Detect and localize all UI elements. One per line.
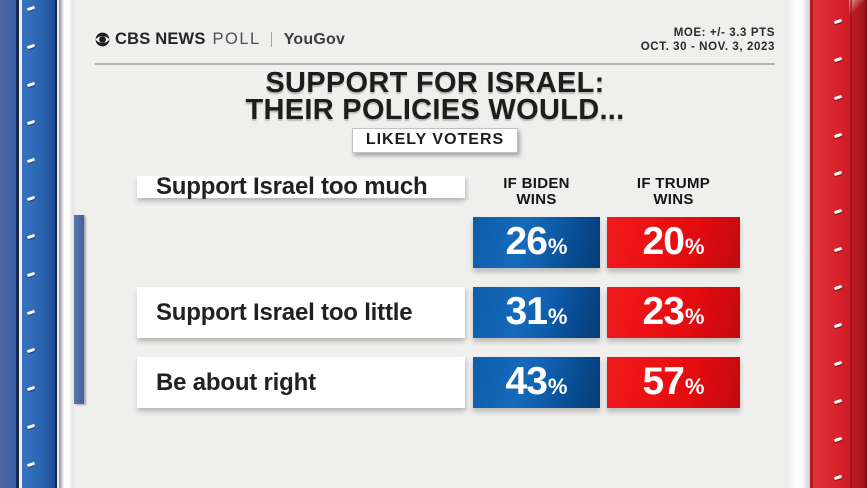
left-pillar (22, 0, 57, 488)
biden-value-cell: 43% (473, 357, 600, 408)
stitch-mark (26, 157, 36, 164)
stitch-mark (26, 43, 36, 50)
stitch-mark (833, 436, 843, 443)
stitch-mark (833, 94, 843, 101)
value-number: 57 (642, 360, 685, 403)
row-label: Support Israel too much (137, 173, 465, 200)
percent-sign: % (547, 234, 568, 259)
brand-cbs-news: CBS NEWS (115, 30, 206, 48)
stitch-mark (833, 398, 843, 405)
value-number: 31 (505, 290, 548, 333)
row-label: Be about right (137, 357, 465, 408)
stitch-mark (26, 81, 36, 88)
left-page-edge (59, 0, 74, 488)
trump-header-line2: WINS (653, 191, 694, 208)
value-number: 26 (505, 220, 548, 263)
biden-header-line1: IF BIDEN (503, 175, 570, 192)
date-line: OCT. 30 - NOV. 3, 2023 (640, 41, 775, 53)
stitch-mark (26, 461, 36, 468)
stitch-mark (833, 18, 843, 25)
brand-poll: POLL (212, 30, 261, 48)
trump-value-cell: 20% (607, 217, 740, 268)
stitch-mark (26, 233, 36, 240)
value-number: 43 (505, 360, 548, 403)
percent-sign: % (684, 304, 705, 329)
percent-sign: % (684, 374, 705, 399)
stitch-mark (26, 385, 36, 392)
badge-wrap: LIKELY VOTERS (95, 128, 775, 153)
stitch-mark (833, 322, 843, 329)
trump-header-line1: IF TRUMP (636, 175, 711, 192)
page-content: CBS NEWS POLL YouGov MOE: +/- 3.3 PTS OC… (95, 0, 775, 488)
stitch-mark (26, 195, 36, 202)
left-pillar-outer (0, 0, 19, 488)
title-line1: SUPPORT FOR ISRAEL: (265, 67, 605, 99)
biden-header-line2: WINS (516, 191, 557, 208)
stitch-mark (26, 347, 36, 354)
right-page-edge (785, 0, 810, 488)
trump-value-cell: 23% (607, 287, 740, 338)
stitch-mark (833, 284, 843, 291)
title-line2: THEIR POLICIES WOULD... (245, 94, 625, 126)
value-number: 20 (642, 220, 685, 263)
stitch-mark (26, 5, 36, 12)
brand-yougov: YouGov (283, 30, 346, 48)
right-pillar (810, 0, 867, 488)
percent-sign: % (547, 304, 568, 329)
column-header-trump: IF TRUMP WINS (607, 176, 740, 208)
row-label: Support Israel too little (137, 287, 465, 338)
percent-sign: % (684, 234, 705, 259)
stitch-mark (26, 271, 36, 278)
stitch-mark (833, 360, 843, 367)
stitch-mark (833, 474, 843, 481)
right-pillar-seam (850, 0, 852, 488)
moe-block: MOE: +/- 3.3 PTS OCT. 30 - NOV. 3, 2023 (641, 26, 775, 54)
brand-lockup: CBS NEWS POLL YouGov (95, 30, 345, 49)
percent-sign: % (547, 374, 568, 399)
corner-glint (849, 0, 865, 16)
stitch-mark (833, 246, 843, 253)
moe-line: MOE: +/- 3.3 PTS (673, 27, 775, 39)
stitch-mark (833, 208, 843, 215)
column-header-biden: IF BIDEN WINS (473, 176, 600, 208)
cbs-eye-icon (95, 32, 110, 47)
left-blue-accent-bar (74, 215, 84, 404)
header-rule (95, 63, 775, 65)
stitch-mark (833, 56, 843, 63)
value-number: 23 (642, 290, 685, 333)
masthead: CBS NEWS POLL YouGov MOE: +/- 3.3 PTS OC… (95, 0, 775, 54)
page-title: SUPPORT FOR ISRAEL: THEIR POLICIES WOULD… (95, 67, 775, 126)
stitch-mark (833, 170, 843, 177)
biden-value-cell: 31% (473, 287, 600, 338)
trump-value-cell: 57% (607, 357, 740, 408)
biden-value-cell: 26% (473, 217, 600, 268)
likely-voters-badge: LIKELY VOTERS (351, 128, 519, 153)
stitch-mark (26, 309, 36, 316)
poll-table: IF BIDEN WINS IF TRUMP WINS Support Isra… (137, 173, 740, 408)
stitch-mark (833, 132, 843, 139)
stitch-mark (26, 119, 36, 126)
brand-divider (270, 32, 272, 47)
stitch-mark (26, 423, 36, 430)
